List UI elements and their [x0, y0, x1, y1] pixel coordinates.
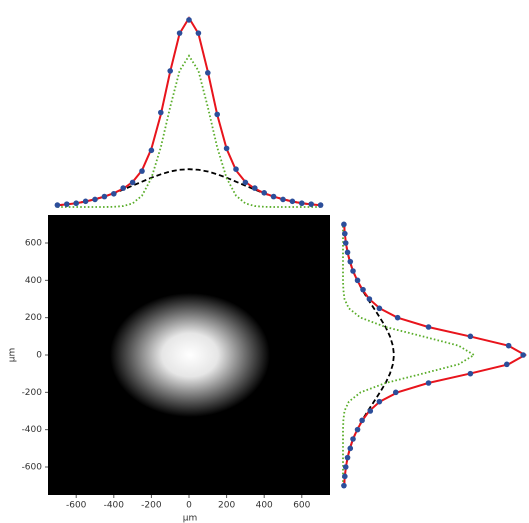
profile-line: [57, 18, 320, 205]
data-point: [395, 315, 401, 321]
data-point: [355, 427, 361, 433]
data-point: [506, 343, 512, 349]
data-point: [261, 190, 267, 196]
x-tick-label: 200: [218, 501, 235, 511]
y-tick-label: 600: [25, 239, 42, 249]
data-point: [149, 148, 155, 154]
x-tick-label: -200: [141, 501, 162, 511]
data-point: [359, 418, 365, 424]
data-point: [102, 194, 108, 200]
y-tick-label: -200: [22, 388, 43, 398]
data-point: [342, 474, 348, 480]
data-point: [426, 324, 432, 330]
data-point: [139, 168, 145, 174]
beam-spot: [110, 293, 270, 417]
y-axis-label: µm: [8, 348, 18, 363]
data-point: [468, 334, 474, 340]
data-point: [233, 166, 239, 172]
data-point: [504, 362, 510, 368]
data-point: [83, 199, 89, 205]
data-point: [347, 446, 353, 452]
data-point: [64, 201, 70, 207]
data-point: [308, 201, 314, 207]
data-point: [343, 464, 349, 470]
data-point: [426, 380, 432, 386]
data-point: [377, 306, 383, 312]
y-tick-label: 0: [36, 351, 42, 361]
data-point: [167, 68, 173, 74]
data-point: [347, 259, 353, 265]
data-point: [377, 399, 383, 405]
data-point: [393, 390, 399, 396]
data-point: [196, 30, 202, 36]
x-tick-label: -600: [66, 501, 87, 511]
data-point: [468, 371, 474, 377]
data-point: [120, 185, 126, 191]
data-point: [345, 250, 351, 256]
data-point: [345, 455, 351, 461]
x-tick-label: -400: [104, 501, 125, 511]
profile-line: [343, 224, 474, 485]
data-point: [186, 17, 192, 23]
data-point: [55, 202, 61, 208]
data-point: [350, 436, 356, 442]
data-point: [252, 185, 258, 191]
data-point: [73, 200, 79, 206]
x-tick-label: 600: [293, 501, 310, 511]
data-point: [350, 268, 356, 274]
y-tick-label: -400: [22, 425, 43, 435]
x-tick-label: 400: [256, 501, 273, 511]
data-point: [205, 70, 211, 76]
data-point: [177, 30, 183, 36]
data-point: [367, 296, 373, 302]
data-point: [355, 278, 361, 284]
data-point: [214, 112, 220, 118]
data-point: [158, 110, 164, 116]
data-point: [290, 199, 296, 205]
data-point: [224, 146, 230, 152]
x-tick-label: 0: [186, 501, 192, 511]
y-tick-label: 400: [25, 276, 42, 286]
data-point: [520, 352, 526, 358]
y-tick-label: 200: [25, 313, 42, 323]
profile-line: [344, 224, 525, 485]
data-point: [341, 483, 347, 489]
figure: µm µm -600 -400 -200 0 200 400 600 600 400 200 0 -2…: [0, 0, 529, 523]
data-point: [360, 287, 366, 293]
data-point: [343, 240, 349, 246]
data-point: [342, 231, 348, 237]
profile-line: [57, 56, 320, 207]
data-point: [299, 200, 305, 206]
x-axis-label: µm: [183, 514, 198, 523]
data-point: [271, 194, 277, 200]
data-point: [341, 222, 347, 228]
y-tick-label: -600: [22, 463, 43, 473]
data-point: [318, 202, 324, 208]
data-point: [92, 197, 98, 203]
data-point: [130, 180, 136, 186]
data-point: [243, 180, 249, 186]
data-point: [111, 191, 117, 197]
page: {"chart_data": [ {"type": "image", "xlab…: [0, 0, 529, 523]
data-point: [368, 408, 374, 414]
data-point: [280, 197, 286, 203]
